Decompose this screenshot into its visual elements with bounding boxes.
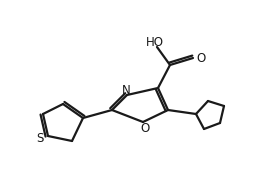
Text: O: O bbox=[140, 121, 150, 135]
Text: S: S bbox=[36, 132, 44, 144]
Text: N: N bbox=[122, 84, 130, 96]
Text: HO: HO bbox=[146, 36, 164, 48]
Text: O: O bbox=[196, 52, 206, 64]
